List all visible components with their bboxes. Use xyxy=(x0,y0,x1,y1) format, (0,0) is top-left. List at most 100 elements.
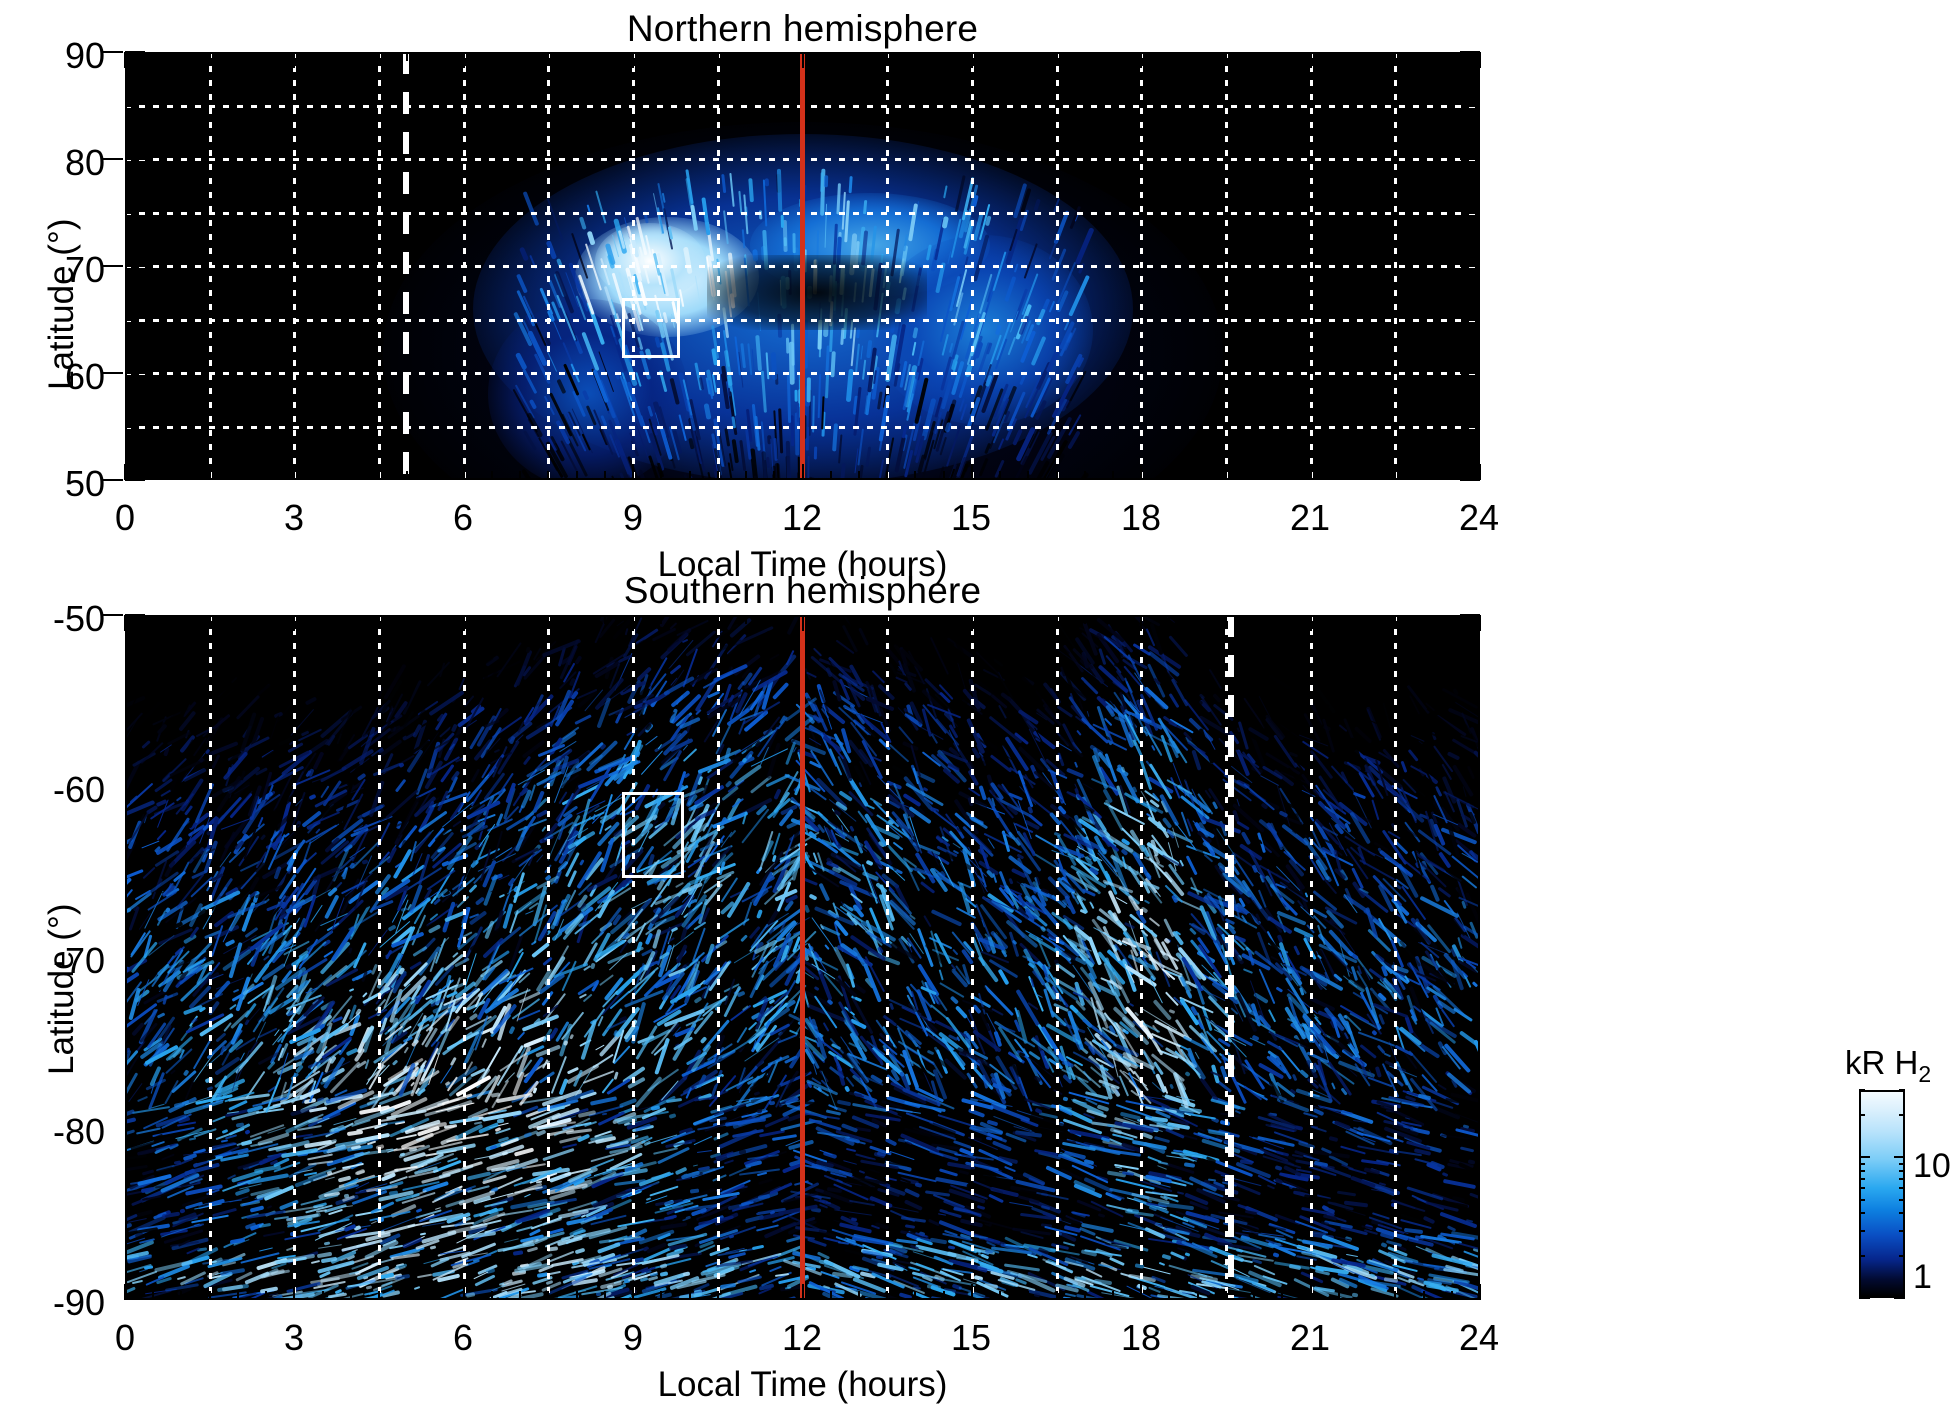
ytick-mark xyxy=(125,383,136,385)
ytick-mark xyxy=(125,126,136,128)
xtick-mark-top xyxy=(1027,52,1029,61)
emission-streak xyxy=(309,794,317,801)
emission-streak xyxy=(574,655,582,665)
emission-streak xyxy=(125,948,129,955)
ytick-mark-right xyxy=(1469,244,1480,246)
xtick-mark-top xyxy=(1451,52,1453,61)
emission-streak xyxy=(551,1056,567,1094)
xtick-mark-top xyxy=(322,52,324,61)
emission-streak xyxy=(1291,1074,1297,1082)
emission-streak xyxy=(590,1096,617,1105)
ytick-mark-right xyxy=(1469,404,1480,406)
xtick-mark xyxy=(604,471,606,480)
emission-streak xyxy=(758,1178,774,1185)
emission-streak xyxy=(835,1209,873,1216)
emission-streak xyxy=(1435,786,1443,797)
xtick-mark xyxy=(1225,471,1227,480)
emission-streak xyxy=(617,1218,655,1228)
xtick-mark xyxy=(971,464,973,480)
xtick-mark-top xyxy=(1112,52,1114,61)
emission-streak xyxy=(1346,1209,1367,1216)
emission-streak xyxy=(1177,1247,1190,1253)
emission-streak xyxy=(170,1069,176,1074)
emission-streak xyxy=(481,1037,487,1047)
xtick-mark-top xyxy=(1056,52,1058,61)
emission-streak xyxy=(324,1241,330,1245)
ytick-mark xyxy=(125,72,136,74)
emission-streak xyxy=(1161,1253,1171,1259)
emission-streak xyxy=(807,455,809,480)
emission-streak xyxy=(1001,950,1008,959)
ytick-label-n-80: 80 xyxy=(0,142,105,184)
xtick-mark-top xyxy=(943,52,945,61)
ytick-mark-right xyxy=(1469,233,1480,235)
emission-streak xyxy=(144,1265,153,1269)
ytick-mark xyxy=(125,276,136,278)
emission-streak xyxy=(125,888,134,905)
emission-streak xyxy=(404,1046,410,1053)
emission-streak xyxy=(586,644,610,657)
panel-title-southern: Southern hemisphere xyxy=(125,570,1480,612)
emission-streak xyxy=(1371,1030,1377,1036)
ytick-mark-right xyxy=(1469,254,1480,256)
emission-streak xyxy=(383,664,407,700)
emission-streak xyxy=(310,1260,319,1264)
emission-streak xyxy=(524,1194,531,1198)
emission-streak xyxy=(1275,1165,1283,1171)
emission-streak xyxy=(125,1130,136,1137)
emission-streak xyxy=(1457,937,1462,949)
ytick-mark xyxy=(125,147,136,149)
emission-streak xyxy=(1177,1191,1184,1195)
emission-streak xyxy=(718,1129,758,1149)
emission-streak xyxy=(1144,726,1163,757)
ytick-label-n-90: 90 xyxy=(0,35,105,77)
emission-streak xyxy=(904,1188,921,1199)
emission-streak xyxy=(772,1134,798,1141)
xtick-mark-top xyxy=(604,52,606,61)
emission-streak xyxy=(889,1151,914,1161)
emission-streak xyxy=(825,944,830,950)
xtick-mark-top xyxy=(209,52,211,61)
emission-streak xyxy=(1377,1044,1386,1054)
ytick-mark-right xyxy=(1469,126,1480,128)
xtick-mark xyxy=(152,471,154,480)
emission-streak xyxy=(694,996,703,1004)
emission-streak xyxy=(682,639,688,643)
emission-streak xyxy=(872,670,885,683)
xtick-mark-top xyxy=(265,52,267,61)
ytick-mark-right xyxy=(1469,276,1480,278)
xtick-mark xyxy=(830,471,832,480)
ytick-mark-right xyxy=(1469,361,1480,363)
emission-streak xyxy=(809,894,818,901)
xtick-mark-top xyxy=(124,52,126,68)
emission-streak xyxy=(392,1059,399,1066)
xtick-label-n-12: 12 xyxy=(752,497,852,539)
ytick-mark-right xyxy=(1469,190,1480,192)
xtick-mark xyxy=(322,471,324,480)
xtick-mark-top xyxy=(1423,52,1425,61)
emission-streak xyxy=(806,377,810,402)
xtick-mark-top xyxy=(1084,52,1086,61)
emission-streak xyxy=(157,1013,165,1019)
emission-streak xyxy=(308,1154,333,1161)
emission-streak xyxy=(823,174,828,186)
ytick-mark-right xyxy=(1469,115,1480,117)
xtick-mark xyxy=(435,471,437,480)
xtick-mark xyxy=(576,471,578,480)
xtick-mark xyxy=(124,464,126,480)
emission-streak xyxy=(756,910,763,920)
emission-streak xyxy=(1190,623,1195,630)
emission-streak xyxy=(1241,831,1251,845)
emission-streak xyxy=(128,935,133,944)
xtick-mark xyxy=(547,471,549,480)
ytick-mark xyxy=(125,254,136,256)
emission-streak xyxy=(562,618,584,631)
xtick-label-n-15: 15 xyxy=(921,497,1021,539)
ytick-mark-right xyxy=(1469,286,1480,288)
xtick-mark xyxy=(350,471,352,480)
emission-streak xyxy=(1198,1128,1205,1132)
ytick-mark xyxy=(125,244,136,246)
ytick-mark xyxy=(125,393,136,395)
xtick-mark xyxy=(463,464,465,480)
emission-streak xyxy=(125,1117,136,1124)
